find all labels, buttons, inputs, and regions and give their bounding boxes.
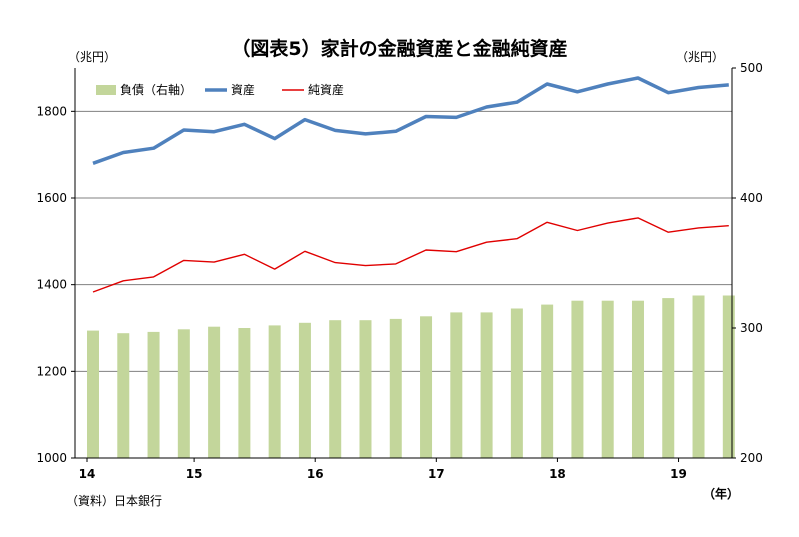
legend-item-assets: 資産 [205, 82, 255, 97]
right-axis-unit-label: （兆円） [676, 50, 725, 64]
liabilities-bar [510, 308, 523, 458]
liabilities-bar [692, 295, 705, 458]
liabilities-bar [420, 316, 433, 458]
liabilities-bar [177, 329, 190, 458]
legend-label: 資産 [231, 82, 255, 97]
liabilities-bar [238, 328, 251, 458]
right-tick-label: 300 [740, 321, 763, 335]
net-assets-line [92, 217, 729, 293]
liabilities-bar [268, 325, 281, 458]
x-tick-label: 19 [670, 467, 687, 481]
liabilities-bar [631, 300, 644, 458]
liabilities-bar [450, 312, 463, 458]
legend-label: 純資産 [308, 82, 344, 97]
liabilities-bar [147, 331, 160, 458]
liabilities-bar [389, 318, 402, 458]
left-tick-label: 1000 [36, 451, 67, 465]
left-tick-label: 1600 [36, 191, 67, 205]
x-tick-label: 16 [307, 467, 324, 481]
liabilities-bar [117, 333, 130, 458]
left-axis-unit-label: （兆円） [68, 50, 117, 64]
source-note: （資料）日本銀行 [66, 494, 163, 508]
left-tick-label: 1800 [36, 104, 67, 118]
assets-line [92, 76, 729, 165]
legend-item-liabilities: 負債（右軸） [96, 82, 192, 97]
liabilities-bar [662, 298, 675, 458]
x-axis-unit-label: （年） [703, 487, 740, 501]
right-tick-label: 400 [740, 191, 763, 205]
liabilities-bar [87, 330, 99, 458]
x-tick-label: 15 [186, 467, 203, 481]
liabilities-bar [541, 304, 554, 458]
right-tick-label: 500 [740, 61, 763, 75]
x-tick-label: 14 [79, 467, 96, 481]
x-tick-label: 17 [428, 467, 445, 481]
liabilities-bar [722, 295, 735, 458]
legend-swatch [96, 85, 116, 95]
liabilities-bar [329, 320, 342, 458]
right-tick-label: 200 [740, 451, 763, 465]
left-tick-label: 1400 [36, 278, 67, 292]
liabilities-bar [571, 300, 584, 458]
left-tick-label: 1200 [36, 364, 67, 378]
legend-item-net-assets: 純資産 [282, 82, 344, 97]
liabilities-bar [359, 320, 372, 458]
legend-label: 負債（右軸） [120, 82, 192, 97]
liabilities-bar [298, 322, 311, 458]
liabilities-bar [480, 312, 493, 458]
chart-title: （図表5）家計の金融資産と金融純資産 [231, 38, 568, 60]
x-tick-label: 18 [549, 467, 566, 481]
liabilities-bar [601, 300, 614, 458]
liabilities-bar [208, 326, 221, 458]
